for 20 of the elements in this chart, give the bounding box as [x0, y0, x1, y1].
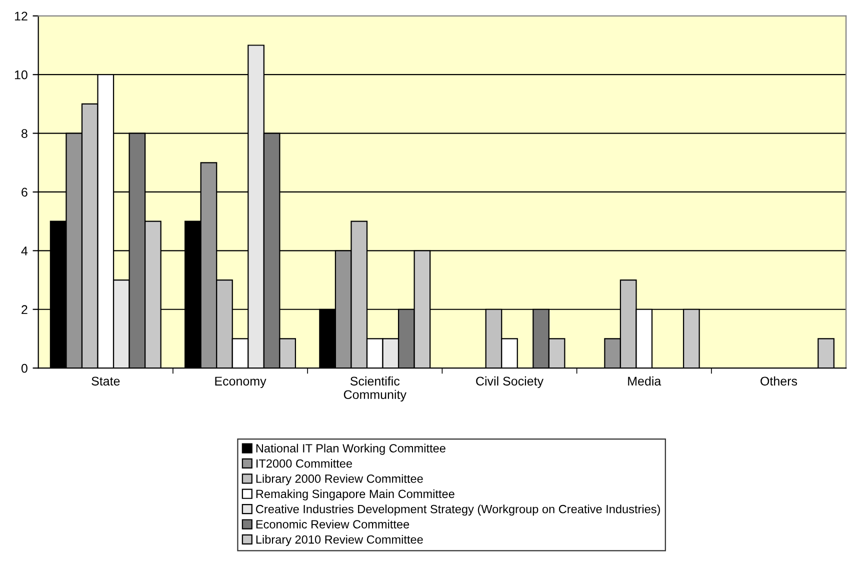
legend-label: Library 2000 Review Committee [256, 474, 423, 486]
legend-label: Library 2010 Review Committee [256, 535, 423, 546]
legend-label: IT2000 Committee [256, 459, 352, 468]
y-tick-label: 10 [14, 70, 28, 80]
y-tick-label: 2 [22, 305, 28, 314]
y-tick-label: 4 [21, 246, 28, 256]
y-tick-label: 0 [21, 364, 28, 373]
x-tick-label: Civil Society [476, 376, 544, 388]
x-tick-label: Scientific Community [344, 376, 406, 402]
legend-label: Creative Industries Development Strategy (Workgroup on Creative Industries) [256, 504, 660, 516]
x-tick-label: Others [760, 376, 798, 386]
legend-label: Remaking Singapore Main Committee [256, 489, 454, 500]
y-tick-label: 8 [22, 129, 28, 138]
legend-label: National IT Plan Working Committee [256, 444, 446, 455]
x-tick-label: Media [628, 376, 662, 386]
legend-label: Economic Review Committee [256, 520, 410, 528]
x-tick-label: Economy [215, 376, 266, 388]
y-tick-label: 12 [14, 12, 28, 20]
x-tick-label: State [92, 376, 120, 386]
y-tick-label: 6 [22, 188, 28, 197]
